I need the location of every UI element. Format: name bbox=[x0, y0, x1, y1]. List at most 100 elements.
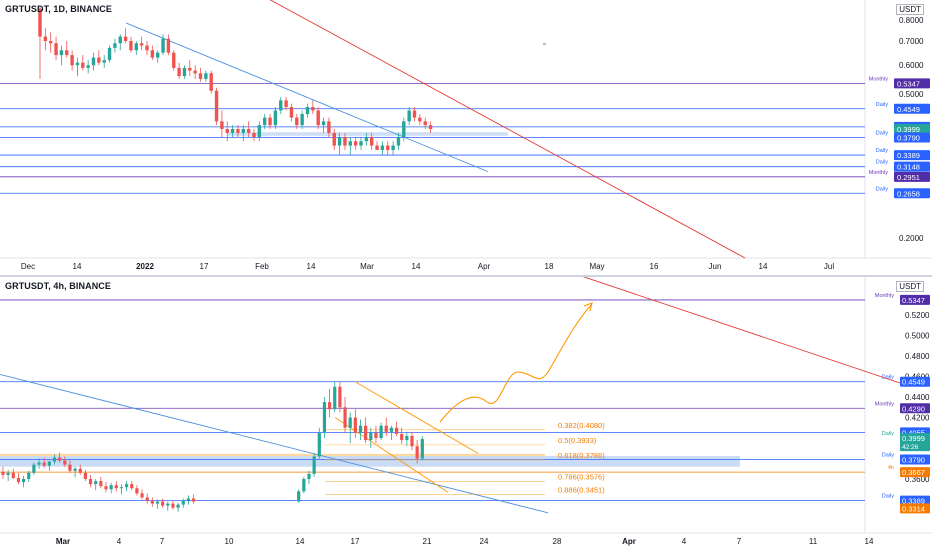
4h-chart[interactable]: Monthly Daily Monthly Daily Daily 4h Daily 0.38… bbox=[0, 277, 932, 550]
candle-body bbox=[191, 498, 196, 502]
candle-body bbox=[327, 121, 331, 133]
candle-body bbox=[322, 402, 327, 433]
pane-divider[interactable] bbox=[0, 275, 932, 277]
candle-body bbox=[177, 67, 181, 77]
candle-body bbox=[75, 62, 80, 66]
candle-body bbox=[38, 8, 42, 37]
time-tick-label: 16 bbox=[650, 262, 659, 271]
candle-body bbox=[104, 486, 108, 490]
level-label: Monthly bbox=[869, 76, 889, 82]
candle-body bbox=[42, 462, 46, 466]
fib-label: 0.618(0.3786) bbox=[558, 451, 605, 460]
price-tag bbox=[894, 161, 930, 172]
candle-body bbox=[123, 36, 128, 41]
candle-body bbox=[6, 472, 10, 475]
channel-upper bbox=[354, 381, 479, 454]
candle-body bbox=[353, 141, 358, 146]
price-tag bbox=[900, 433, 930, 452]
time-tick-label: 28 bbox=[553, 537, 562, 546]
level-label: 4h bbox=[888, 465, 894, 471]
price-tag-label: 0.2658 bbox=[897, 189, 920, 198]
candle-body bbox=[118, 36, 122, 44]
candle-body bbox=[307, 473, 311, 479]
trendline-blue bbox=[0, 374, 549, 514]
candle-body bbox=[171, 503, 175, 508]
time-tick-label: 17 bbox=[200, 262, 209, 271]
level-label: Monthly bbox=[875, 401, 895, 407]
chart-title: GRTUSDT, 1D, BINANCE bbox=[5, 4, 113, 14]
price-tag bbox=[894, 171, 930, 182]
candle-body bbox=[109, 485, 113, 490]
candle-body bbox=[418, 117, 422, 122]
candle-body bbox=[402, 121, 406, 138]
price-tick-label: 0.5200 bbox=[905, 311, 930, 320]
candle-body bbox=[364, 137, 369, 142]
daily-chart-pane[interactable]: Monthly Daily Daily Daily Daily Monthly Daily 0… bbox=[0, 0, 932, 275]
time-tick-label: 14 bbox=[307, 262, 316, 271]
4h-chart-pane[interactable]: Monthly Daily Monthly Daily Daily 4h Daily 0.38… bbox=[0, 277, 932, 550]
candle-body bbox=[279, 100, 283, 111]
time-tick-label: 7 bbox=[160, 537, 165, 546]
candle-body bbox=[252, 132, 256, 138]
candle-body bbox=[78, 468, 82, 473]
price-tick-label: 0.5000 bbox=[899, 90, 924, 99]
price-tag bbox=[894, 150, 930, 161]
candle-body bbox=[311, 107, 315, 111]
price-tick-label: 0.5000 bbox=[905, 332, 930, 341]
candle-body bbox=[59, 50, 64, 56]
candle-body bbox=[305, 107, 310, 115]
time-tick-label: 18 bbox=[545, 262, 554, 271]
candle-body bbox=[302, 479, 306, 492]
time-tick-label: Dec bbox=[21, 262, 35, 271]
support-zone bbox=[0, 455, 740, 467]
candle-body bbox=[52, 457, 57, 462]
fib-label: 0.382(0.4080) bbox=[558, 421, 605, 430]
candle-body bbox=[145, 497, 149, 501]
candle-body bbox=[140, 493, 144, 498]
candle-body bbox=[1, 471, 5, 475]
candle-body bbox=[97, 57, 101, 63]
daily-chart[interactable]: Monthly Daily Daily Daily Daily Monthly Daily 0… bbox=[0, 0, 932, 275]
candle-body bbox=[214, 90, 219, 122]
candle-body bbox=[289, 107, 294, 118]
time-tick-label: 14 bbox=[865, 537, 874, 546]
candle-body bbox=[379, 425, 383, 438]
time-tick-label: Jul bbox=[824, 262, 834, 271]
candle-body bbox=[83, 472, 87, 479]
candle-body bbox=[193, 70, 197, 74]
price-tag-label: 0.5347 bbox=[902, 296, 925, 305]
price-tick-label: 0.4400 bbox=[905, 393, 930, 402]
candle-body bbox=[337, 137, 342, 146]
candle-body bbox=[284, 100, 288, 108]
time-tick-label: Mar bbox=[360, 262, 374, 271]
candle-body bbox=[394, 427, 399, 434]
fib-label: 0.5(0.3933) bbox=[558, 436, 597, 445]
price-tag bbox=[894, 132, 930, 143]
time-tick-label: 14 bbox=[296, 537, 305, 546]
candle-body bbox=[125, 484, 129, 488]
price-tag bbox=[894, 103, 930, 114]
candle-body bbox=[63, 460, 67, 465]
candle-body bbox=[161, 38, 165, 53]
price-tick-label: 0.7000 bbox=[899, 37, 924, 46]
candle-body bbox=[114, 485, 118, 489]
candle-body bbox=[369, 432, 373, 441]
level-label: Monthly bbox=[875, 293, 895, 299]
time-tick-label: May bbox=[589, 262, 604, 271]
time-tick-label: Apr bbox=[478, 262, 491, 271]
time-tick-label: Mar bbox=[56, 537, 70, 546]
candle-body bbox=[172, 52, 176, 68]
candle-body bbox=[91, 57, 96, 66]
candle-body bbox=[412, 110, 417, 118]
price-tag bbox=[894, 78, 930, 89]
candle-body bbox=[374, 432, 378, 438]
candle-body bbox=[139, 43, 144, 46]
candle-body bbox=[343, 407, 347, 428]
candle-body bbox=[209, 73, 213, 91]
currency-label: USDT bbox=[896, 281, 924, 292]
candle-body bbox=[86, 65, 90, 68]
price-tag bbox=[900, 495, 930, 506]
price-tick-label: 0.8000 bbox=[899, 16, 924, 25]
price-tick-label: 0.4200 bbox=[905, 414, 930, 423]
candle-body bbox=[230, 129, 235, 133]
